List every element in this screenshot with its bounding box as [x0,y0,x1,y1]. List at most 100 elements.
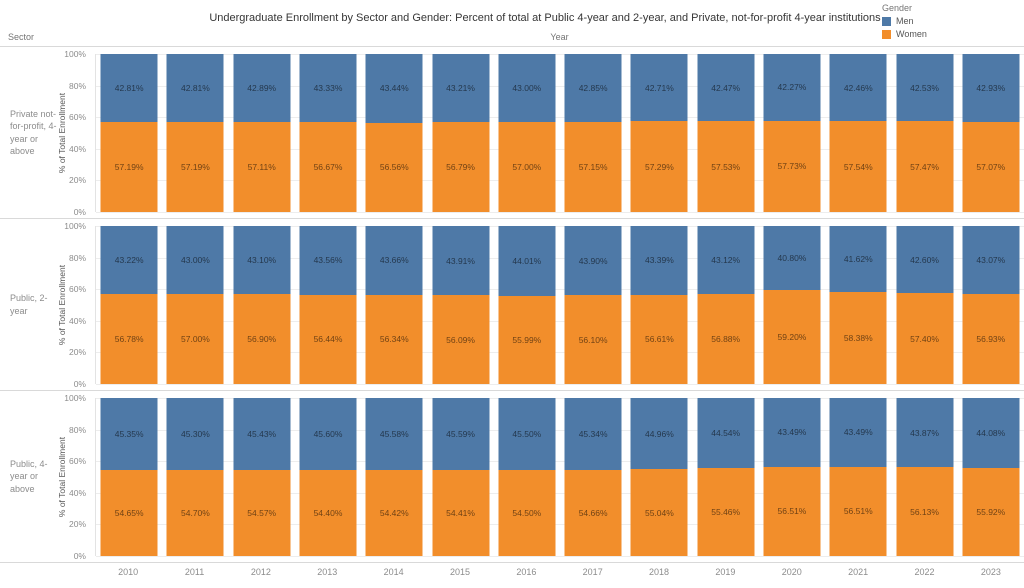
women-segment[interactable]: 54.57% [233,469,291,556]
women-segment[interactable]: 54.41% [432,470,490,556]
men-segment[interactable]: 45.30% [166,398,224,470]
stacked-bar-2017: 42.85% 57.15% [564,54,622,212]
men-segment[interactable]: 42.27% [763,54,821,121]
sector-row-label: Public, 4-year or above [10,459,48,494]
women-segment[interactable]: 54.42% [365,470,423,556]
men-segment[interactable]: 43.33% [299,54,357,123]
women-segment[interactable]: 54.66% [564,469,622,556]
men-segment[interactable]: 43.56% [299,226,357,295]
women-segment[interactable]: 56.44% [299,294,357,384]
women-segment[interactable]: 54.50% [498,469,556,556]
women-segment[interactable]: 56.61% [630,294,688,384]
women-segment[interactable]: 54.65% [100,469,158,556]
men-segment[interactable]: 44.08% [962,398,1020,468]
women-segment[interactable]: 56.90% [233,294,291,384]
women-segment[interactable]: 56.34% [365,294,423,384]
women-segment[interactable]: 57.73% [763,120,821,212]
women-segment[interactable]: 57.11% [233,121,291,212]
year-tick-label: 2022 [914,567,935,577]
women-segment[interactable]: 57.00% [166,293,224,384]
women-segment[interactable]: 57.15% [564,121,622,212]
women-segment[interactable]: 54.70% [166,469,224,556]
women-segment[interactable]: 55.92% [962,467,1020,556]
men-segment[interactable]: 45.59% [432,398,490,471]
men-segment[interactable]: 42.89% [233,54,291,122]
men-segment[interactable]: 41.62% [829,226,887,292]
women-segment[interactable]: 56.51% [829,466,887,556]
men-segment[interactable]: 42.85% [564,54,622,122]
stacked-bar-2012: 42.89% 57.11% [233,54,291,212]
women-segment[interactable]: 56.67% [299,122,357,212]
men-segment[interactable]: 42.47% [697,54,755,122]
men-segment[interactable]: 42.81% [100,54,158,122]
men-segment[interactable]: 43.91% [432,226,490,296]
bar-column-2013: 45.60% 54.40% [295,398,361,556]
men-segment[interactable]: 42.93% [962,54,1020,122]
plot-area: 43.22% 56.78% 43.00% 57.00% 43.10% 56.90% 43.5… [95,226,1024,385]
men-segment[interactable]: 42.71% [630,54,688,122]
women-segment[interactable]: 57.47% [896,121,954,212]
legend-item-men[interactable]: Men [882,16,927,26]
women-segment[interactable]: 55.46% [697,468,755,556]
men-segment[interactable]: 43.44% [365,54,423,123]
women-segment[interactable]: 56.78% [100,294,158,384]
women-segment[interactable]: 59.20% [763,290,821,384]
men-segment[interactable]: 45.34% [564,398,622,470]
women-segment[interactable]: 56.79% [432,122,490,212]
men-segment[interactable]: 44.01% [498,226,556,296]
women-segment[interactable]: 56.10% [564,295,622,384]
year-tick-label: 2012 [250,567,271,577]
men-segment[interactable]: 43.07% [962,226,1020,295]
men-segment[interactable]: 45.58% [365,398,423,471]
women-segment[interactable]: 54.40% [299,470,357,556]
men-segment[interactable]: 45.35% [100,398,158,470]
women-segment[interactable]: 58.38% [829,291,887,384]
men-segment[interactable]: 43.21% [432,54,490,123]
bar-column-2017: 42.85% 57.15% [560,54,626,212]
stacked-bar-2011: 45.30% 54.70% [166,398,224,556]
men-segment[interactable]: 43.12% [697,226,755,295]
women-segment[interactable]: 56.88% [697,294,755,384]
men-segment[interactable]: 43.49% [763,398,821,467]
men-segment[interactable]: 43.87% [896,398,954,468]
women-segment[interactable]: 57.00% [498,121,556,212]
women-segment[interactable]: 57.53% [697,121,755,212]
men-segment[interactable]: 45.43% [233,398,291,470]
men-segment[interactable]: 43.10% [233,226,291,295]
stacked-bar-2010: 43.22% 56.78% [100,226,158,384]
men-segment[interactable]: 43.49% [829,398,887,467]
women-segment[interactable]: 56.56% [365,122,423,212]
women-segment[interactable]: 56.93% [962,294,1020,384]
men-segment[interactable]: 45.60% [299,398,357,471]
men-segment[interactable]: 43.00% [498,54,556,122]
men-segment[interactable]: 44.96% [630,398,688,470]
men-segment[interactable]: 43.39% [630,226,688,295]
women-segment[interactable]: 56.13% [896,467,954,556]
men-segment[interactable]: 42.81% [166,54,224,122]
men-segment[interactable]: 42.46% [829,54,887,122]
men-segment[interactable]: 43.66% [365,226,423,295]
men-segment[interactable]: 44.54% [697,398,755,469]
men-segment[interactable]: 40.80% [763,226,821,291]
women-segment[interactable]: 57.29% [630,121,688,212]
women-segment[interactable]: 56.51% [763,466,821,556]
women-segment[interactable]: 57.19% [100,121,158,212]
women-segment[interactable]: 57.19% [166,121,224,212]
stacked-bar-2012: 43.10% 56.90% [233,226,291,384]
men-segment[interactable]: 42.60% [896,226,954,294]
women-segment[interactable]: 56.09% [432,295,490,384]
year-tick-label: 2019 [715,567,736,577]
legend-item-women[interactable]: Women [882,29,927,39]
legend-title: Gender [882,3,913,13]
women-segment[interactable]: 55.04% [630,469,688,556]
bar-column-2017: 43.90% 56.10% [560,226,626,384]
men-segment[interactable]: 45.50% [498,398,556,470]
women-segment[interactable]: 55.99% [498,295,556,384]
women-segment[interactable]: 57.40% [896,293,954,384]
men-segment[interactable]: 43.22% [100,226,158,295]
women-segment[interactable]: 57.07% [962,121,1020,212]
women-segment[interactable]: 57.54% [829,121,887,212]
men-segment[interactable]: 42.53% [896,54,954,122]
men-segment[interactable]: 43.90% [564,226,622,296]
men-segment[interactable]: 43.00% [166,226,224,294]
